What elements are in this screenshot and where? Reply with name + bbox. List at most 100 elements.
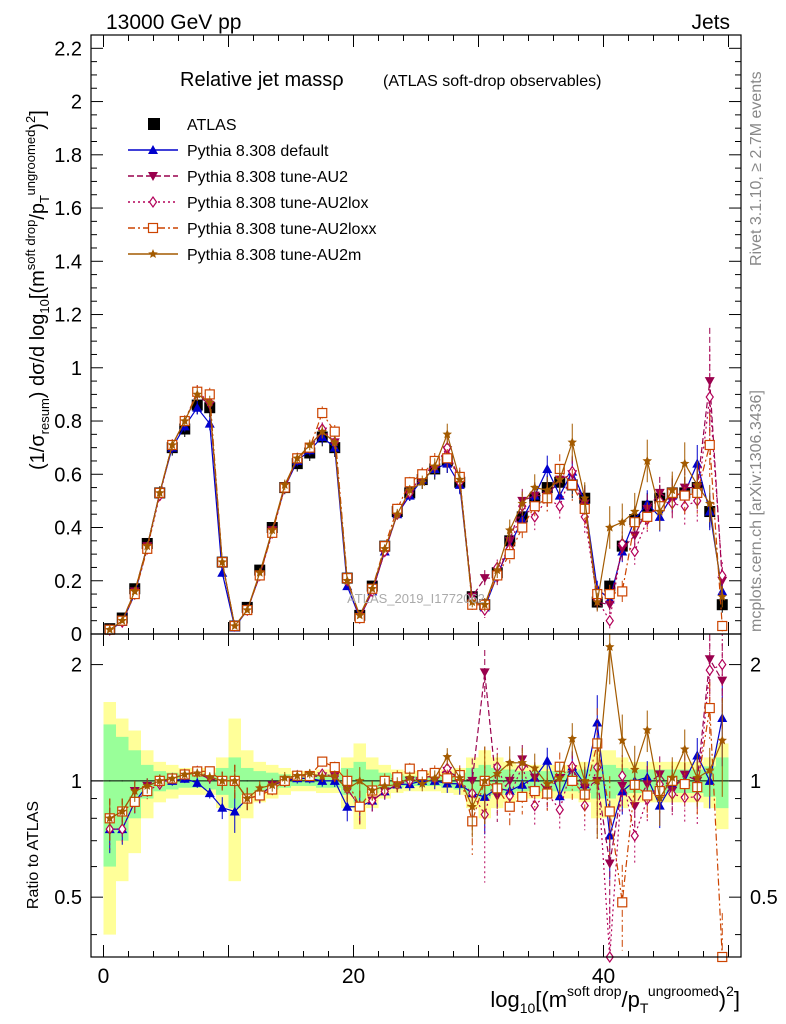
series-ratio-point <box>167 773 177 783</box>
series-ratio-point <box>542 779 552 788</box>
series-ratio-point <box>230 775 240 785</box>
y-tick-label: 1.2 <box>54 305 82 327</box>
series-point <box>604 588 615 600</box>
series-ratio-point <box>192 768 202 778</box>
y-tick-label: 0.8 <box>54 411 82 433</box>
series-ratio-point <box>505 789 514 802</box>
series-ratio-point <box>118 823 127 836</box>
series-point <box>705 391 714 404</box>
series-point <box>554 490 565 500</box>
series-point <box>342 575 352 585</box>
series-ratio-point <box>130 786 140 796</box>
series-ratio-point <box>604 859 615 869</box>
series-ratio-point <box>492 768 502 778</box>
series-point <box>180 416 190 426</box>
ratio-tick-label-right: 1 <box>750 771 761 793</box>
y-tick-label: 1 <box>71 358 82 380</box>
series-ratio-point <box>504 801 515 812</box>
legend-marker <box>148 118 160 130</box>
series-ratio-point <box>155 775 165 785</box>
series-point <box>205 397 215 407</box>
rivet-version-label: Rivet 3.1.10, ≥ 2.7M events <box>748 71 765 266</box>
series-point <box>567 437 577 447</box>
legend-entry-2: Pythia 8.308 tune-AU2 <box>128 169 348 186</box>
chart-title: Relative jet massρ <box>180 69 344 91</box>
series-point <box>392 509 402 519</box>
series-point <box>542 463 553 473</box>
series-ratio-point <box>367 785 377 795</box>
series-ratio-point <box>205 772 215 781</box>
series-ratio-point <box>667 772 677 782</box>
series-point <box>705 498 715 508</box>
process-label: Jets <box>691 11 730 34</box>
y-tick-label: 1.4 <box>54 251 82 273</box>
x-tick-label: 0 <box>98 965 110 988</box>
mcplots-label: mcplots.cern.ch [arXiv:1306.3436] <box>748 390 765 632</box>
legend-marker <box>148 172 158 181</box>
series-point <box>455 474 465 484</box>
series-ratio-point <box>380 781 390 791</box>
series-point <box>529 501 540 512</box>
series-point <box>555 474 565 484</box>
series-point <box>155 487 165 497</box>
y-tick-label: 0 <box>71 624 82 646</box>
series-point <box>642 456 652 465</box>
series-line-ratio <box>109 664 723 958</box>
legend-entry-5: Pythia 8.308 tune-AU2m <box>128 247 361 264</box>
series-ratio-point <box>642 790 653 801</box>
series-ratio-point <box>530 763 540 773</box>
legend-label: Pythia 8.308 tune-AU2 <box>187 169 348 186</box>
ratio-data-point <box>246 780 248 782</box>
series-point <box>642 504 653 514</box>
series-point <box>130 586 140 596</box>
series-ratio-point <box>467 801 477 811</box>
series-layer <box>104 327 728 964</box>
series-ratio-point <box>317 756 328 767</box>
series-ratio-point <box>530 799 539 812</box>
series-point <box>617 586 628 597</box>
series-ratio-point <box>105 813 115 823</box>
series-ratio-point <box>642 725 652 735</box>
series-point <box>605 614 614 627</box>
series-ratio-point <box>255 783 265 793</box>
series-ratio-point <box>280 772 290 782</box>
legend-label: Pythia 8.308 default <box>187 143 329 160</box>
series-ratio-point <box>292 770 302 780</box>
series-ratio-point <box>529 785 540 797</box>
legend-label: Pythia 8.308 tune-AU2m <box>187 247 361 264</box>
series-point <box>292 453 302 463</box>
series-point <box>430 461 440 471</box>
series-ratio-point <box>692 772 702 782</box>
series-ratio-point <box>329 761 340 773</box>
series-point <box>605 522 615 532</box>
series-point <box>618 537 627 550</box>
series-point <box>717 620 728 632</box>
x-tick-label: 40 <box>592 965 615 988</box>
series-point <box>479 574 490 584</box>
series-point <box>167 440 177 449</box>
y-tick-label: 0.2 <box>54 571 82 593</box>
legend-entry-3: Pythia 8.308 tune-AU2lox <box>128 195 368 212</box>
series-point <box>280 479 290 489</box>
series-ratio-point <box>655 793 665 803</box>
series-ratio-point <box>567 775 578 786</box>
legend-label: Pythia 8.308 tune-AU2lox <box>187 195 368 212</box>
series-point <box>405 485 415 495</box>
series-ratio-point <box>718 658 727 671</box>
y-tick-label: 0.6 <box>54 464 82 486</box>
series-point <box>692 479 702 489</box>
series-point <box>667 485 677 495</box>
series-point <box>230 621 240 631</box>
series-point <box>380 543 390 553</box>
series-point <box>580 493 590 503</box>
series-ratio-point <box>517 757 527 767</box>
series-point <box>504 549 515 560</box>
series-point <box>642 511 653 522</box>
ratio-y-axis-label: Ratio to ATLAS <box>25 801 42 909</box>
series-ratio-point <box>267 780 277 790</box>
legend-entry-data: ATLAS <box>148 117 237 134</box>
series-point <box>567 479 578 491</box>
ratio-data-point <box>121 780 123 782</box>
series-ratio-point <box>217 775 227 785</box>
